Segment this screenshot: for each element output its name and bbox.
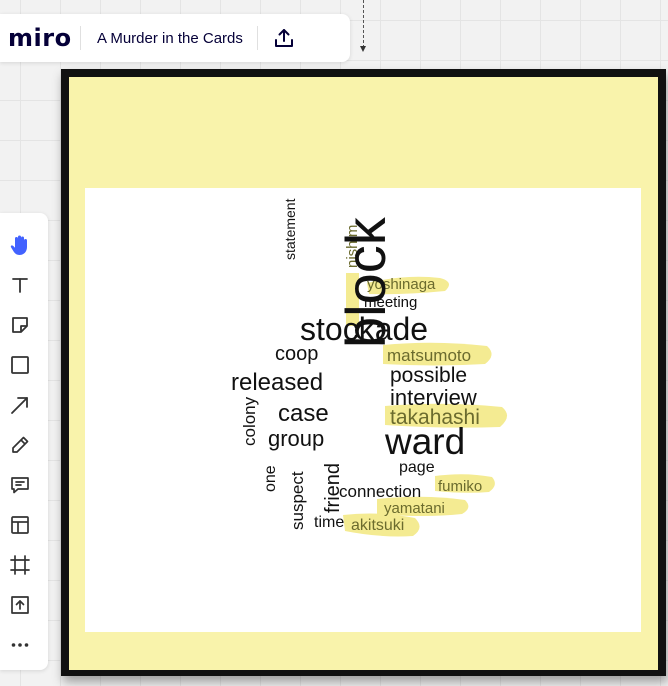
word-block: block — [334, 216, 397, 348]
hand-tool-button[interactable] — [8, 233, 32, 257]
word-one: one — [262, 465, 279, 492]
hand-icon — [10, 235, 27, 255]
divider — [256, 26, 258, 50]
word-suspect: suspect — [288, 471, 307, 530]
left-toolbar — [0, 213, 48, 670]
board-title[interactable]: A Murder in the Cards — [97, 29, 243, 47]
sticky-note-icon — [12, 317, 28, 333]
frame-icon — [10, 555, 30, 575]
word-nishim: nishim — [344, 225, 361, 268]
pen-tool-button[interactable] — [8, 433, 32, 457]
word-released: released — [231, 369, 323, 396]
arrow-icon — [11, 397, 28, 414]
highlight-takahashi — [385, 403, 508, 428]
text-icon — [12, 278, 28, 293]
word-time: time — [314, 514, 344, 531]
guide-arrow — [360, 46, 366, 52]
word-takahashi: takahashi — [390, 406, 480, 429]
template-icon — [11, 516, 29, 534]
frame-tool-button[interactable] — [8, 553, 32, 577]
word-coop: coop — [275, 343, 318, 365]
sticky-note[interactable]: yoshinaga nishim statement meeting stockade c… — [69, 77, 658, 670]
template-tool-button[interactable] — [8, 513, 32, 537]
word-akitsuki: akitsuki — [351, 517, 404, 534]
word-connection: connection — [339, 482, 421, 501]
word-meeting: meeting — [364, 294, 417, 311]
word-case: case — [278, 400, 329, 427]
text-tool-button[interactable] — [8, 273, 32, 297]
word-ward: ward — [384, 421, 465, 462]
word-page: page — [399, 459, 435, 476]
word-statement: statement — [282, 198, 298, 260]
highlight-yoshinaga — [367, 276, 449, 295]
comment-icon — [11, 477, 29, 494]
word-matsumoto: matsumoto — [387, 346, 471, 365]
highlight-matsumoto — [383, 342, 492, 366]
word-group: group — [268, 426, 324, 451]
word-colony: colony — [240, 396, 259, 446]
word-cloud: yoshinaganishimstatementmeetingstockadec… — [231, 198, 508, 537]
word-interview: interview — [390, 385, 477, 410]
guide-line — [363, 0, 364, 48]
word-cloud-image[interactable]: yoshinaga nishim statement meeting stockade c… — [85, 188, 641, 632]
pen-icon — [12, 436, 29, 453]
highlight-fumiko — [435, 474, 495, 493]
word-yoshinaga: yoshinaga — [367, 276, 436, 293]
top-bar: miro A Murder in the Cards — [0, 14, 350, 62]
upload-tool-button[interactable] — [8, 593, 32, 617]
shape-tool-button[interactable] — [8, 353, 32, 377]
highlight-nishim — [346, 273, 359, 326]
divider — [80, 26, 81, 50]
highlight-akitsuki — [343, 513, 420, 537]
highlight-strokes — [343, 273, 508, 537]
export-button[interactable] — [266, 20, 302, 56]
shape-icon — [11, 356, 29, 374]
sticky-note-tool-button[interactable] — [8, 313, 32, 337]
more-icon — [11, 643, 29, 647]
word-fumiko: fumiko — [438, 478, 482, 495]
word-possible: possible — [390, 364, 467, 387]
word-yamatani: yamatani — [384, 500, 445, 517]
highlight-yamatani — [377, 496, 469, 516]
more-tools-button[interactable] — [8, 633, 32, 657]
comment-tool-button[interactable] — [8, 473, 32, 497]
upload-icon — [11, 596, 29, 614]
upload-icon — [274, 29, 293, 47]
arrow-tool-button[interactable] — [8, 393, 32, 417]
word-friend: friend — [322, 463, 344, 513]
miro-logo[interactable]: miro — [8, 24, 72, 52]
frame[interactable]: yoshinaga nishim statement meeting stockade c… — [61, 69, 666, 676]
word-stockade: stockade — [300, 311, 428, 347]
